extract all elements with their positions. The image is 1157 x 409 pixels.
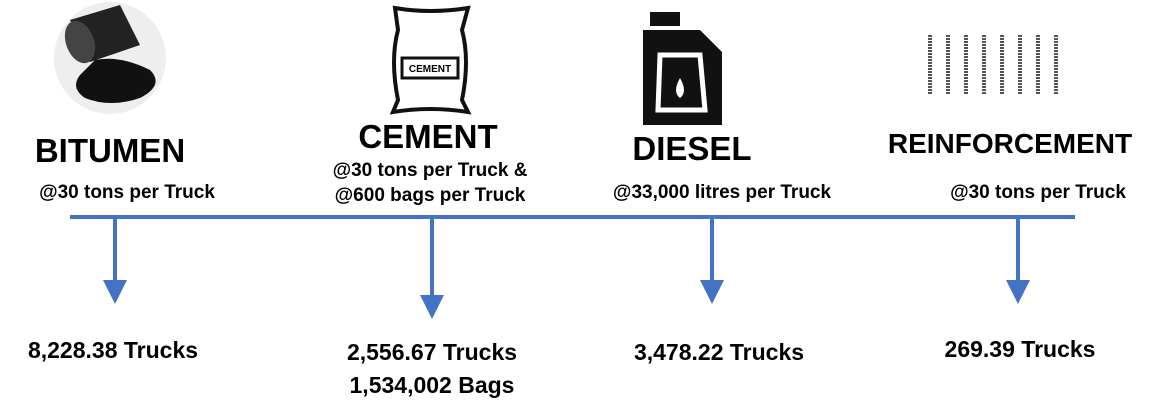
item-title: CEMENT bbox=[358, 118, 497, 155]
page: CEMENT BITUMEN CEMENT DIESEL REINFORCEME… bbox=[0, 0, 1157, 404]
diesel-icon bbox=[643, 12, 722, 125]
item-rate: @30 tons per Truck bbox=[39, 182, 215, 203]
item-title: DIESEL bbox=[632, 130, 751, 167]
item-title: BITUMEN bbox=[35, 132, 185, 169]
item-rate: @600 bags per Truck bbox=[335, 185, 526, 206]
item-result: 1,534,002 Bags bbox=[350, 372, 515, 398]
item-result: 3,478.22 Trucks bbox=[634, 339, 804, 365]
item-result: 269.39 Trucks bbox=[945, 336, 1096, 362]
item-result: 2,556.67 Trucks bbox=[347, 339, 517, 365]
bitumen-icon bbox=[54, 2, 166, 114]
infographic: CEMENT BITUMEN CEMENT DIESEL REINFORCEME… bbox=[0, 0, 1157, 404]
item-rate: @30 tons per Truck bbox=[950, 182, 1126, 203]
bag-label: CEMENT bbox=[409, 64, 451, 75]
item-rate: @30 tons per Truck & bbox=[333, 160, 528, 181]
item-rate: @33,000 litres per Truck bbox=[613, 182, 832, 203]
cement-icon: CEMENT bbox=[393, 8, 468, 112]
item-title: REINFORCEMENT bbox=[888, 128, 1132, 159]
reinforcement-icon bbox=[930, 35, 1056, 95]
item-result: 8,228.38 Trucks bbox=[28, 337, 198, 363]
